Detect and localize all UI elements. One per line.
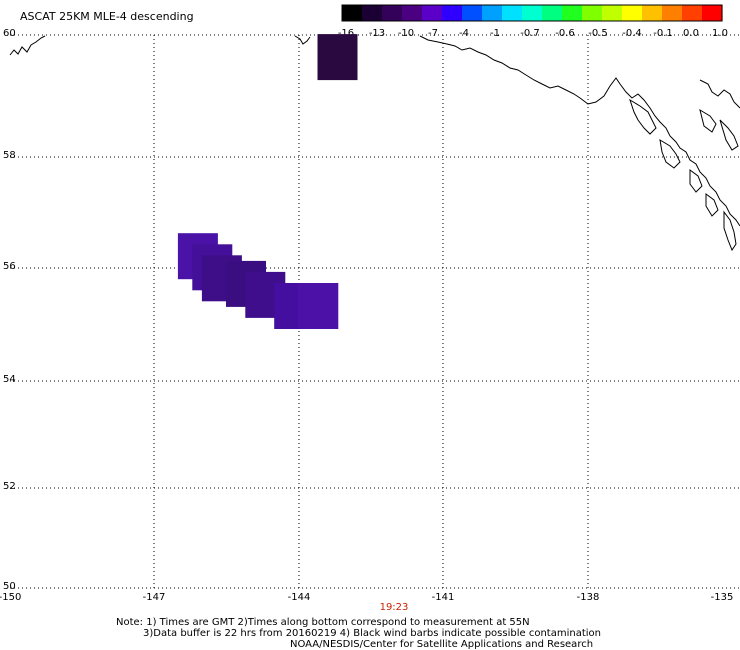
lat-label-54: 54 — [3, 374, 16, 385]
island-2 — [659, 139, 681, 169]
lon-label-147: -147 — [143, 592, 166, 603]
lat-label-58: 58 — [3, 150, 16, 161]
note-line-1: Note: 1) Times are GMT 2)Times along bot… — [116, 617, 530, 628]
colorbar-label-8: -0.5 — [588, 28, 608, 39]
colorbar-label-3: -7 — [428, 28, 438, 39]
colorbar-segment — [342, 5, 363, 21]
island-1 — [629, 98, 657, 135]
scatterometer-swath — [177, 34, 358, 329]
island-7 — [719, 119, 739, 151]
island-5 — [723, 210, 737, 252]
colorbar-segment — [582, 5, 603, 21]
coastline — [9, 35, 740, 252]
colorbar-segment — [702, 5, 723, 21]
colorbar-segment — [622, 5, 643, 21]
wind-data-cell — [317, 34, 358, 81]
lat-label-52: 52 — [3, 481, 16, 492]
note-line-2: 3)Data buffer is 22 hrs from 20160219 4)… — [143, 628, 601, 639]
colorbar-segment — [662, 5, 683, 21]
island-4 — [705, 193, 719, 217]
colorbar-labels: -16 -13 -10 -7 -4 -1 -0.7 -0.6 -0.5 -0.4… — [338, 28, 728, 39]
colorbar-segment — [402, 5, 423, 21]
colorbar-segment — [562, 5, 583, 21]
colorbar-segment — [682, 5, 703, 21]
colorbar-segment — [462, 5, 483, 21]
lat-label-56: 56 — [3, 261, 16, 272]
colorbar-segment — [382, 5, 403, 21]
coastline-alaska-main — [419, 35, 740, 227]
colorbar-label-12: 1.0 — [712, 28, 728, 39]
lat-label-60: 60 — [3, 28, 16, 39]
map-title: ASCAT 25KM MLE-4 descending — [20, 10, 194, 23]
colorbar — [341, 4, 723, 22]
colorbar-segment — [422, 5, 443, 21]
lon-label-144: -144 — [288, 592, 311, 603]
colorbar-label-2: -10 — [398, 28, 414, 39]
colorbar-label-5: -1 — [490, 28, 500, 39]
colorbar-label-1: -13 — [369, 28, 385, 39]
graticule — [10, 34, 740, 589]
island-6 — [699, 108, 717, 133]
lon-label-138: -138 — [577, 592, 600, 603]
colorbar-segment — [522, 5, 543, 21]
colorbar-label-10: -0.1 — [653, 28, 673, 39]
lat-label-50: 50 — [3, 581, 16, 592]
island-3 — [689, 169, 703, 193]
lon-label-141: -141 — [432, 592, 455, 603]
coastline-inlet — [699, 79, 740, 109]
note-line-3: NOAA/NESDIS/Center for Satellite Applica… — [290, 639, 593, 650]
wind-data-cell — [298, 283, 339, 329]
colorbar-label-9: -0.4 — [622, 28, 642, 39]
colorbar-label-0: -16 — [338, 28, 354, 39]
colorbar-label-6: -0.7 — [520, 28, 540, 39]
pass-time: 19:23 — [380, 602, 409, 613]
colorbar-label-4: -4 — [459, 28, 469, 39]
colorbar-label-7: -0.6 — [555, 28, 575, 39]
coastline-islet — [294, 35, 311, 45]
lon-label-150: -150 — [0, 592, 21, 603]
coastline-kenai — [9, 35, 46, 56]
colorbar-segment — [442, 5, 463, 21]
colorbar-segment — [362, 5, 383, 21]
colorbar-segment — [502, 5, 523, 21]
colorbar-segment — [482, 5, 503, 21]
lon-label-135: -135 — [711, 592, 734, 603]
colorbar-segment — [602, 5, 623, 21]
colorbar-segment — [542, 5, 563, 21]
colorbar-border — [341, 4, 723, 22]
colorbar-label-11: 0.0 — [683, 28, 699, 39]
colorbar-segment — [642, 5, 663, 21]
